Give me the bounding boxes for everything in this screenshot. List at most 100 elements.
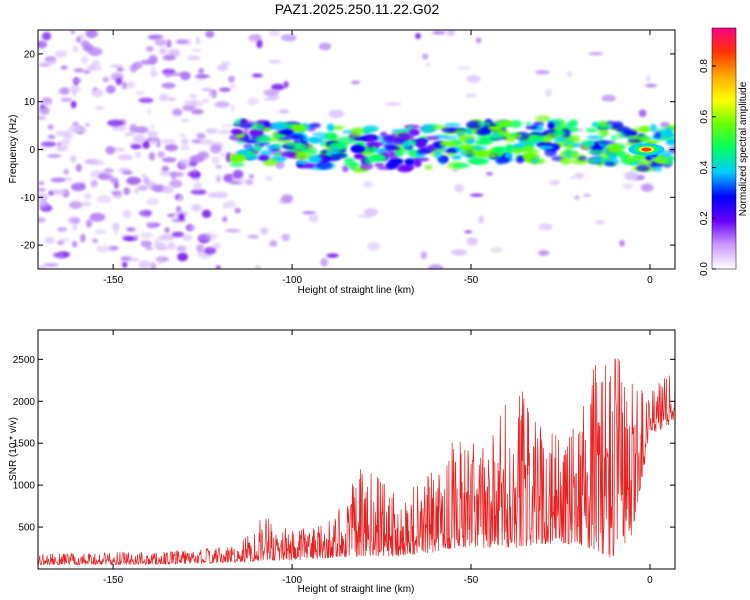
noise-blob — [162, 185, 174, 194]
noise-blob — [126, 258, 140, 262]
noise-blob — [63, 168, 70, 175]
noise-blob — [161, 82, 176, 89]
noise-blob — [59, 87, 70, 95]
noise-blob — [135, 151, 141, 159]
ridge-blob — [637, 160, 653, 167]
y-tick-label: -10 — [21, 193, 36, 204]
noise-blob — [146, 222, 158, 229]
spectrogram-ylabel: Frequency (Hz) — [8, 115, 19, 184]
noise-blob — [145, 197, 160, 206]
noise-blob — [105, 85, 116, 94]
noise-blob — [112, 147, 125, 152]
ridge-blob — [385, 145, 401, 151]
ridge-blob — [553, 118, 565, 126]
noise-blob — [72, 240, 78, 248]
noise-blob — [180, 146, 190, 150]
noise-blob — [148, 152, 155, 161]
ridge-blob — [604, 161, 616, 167]
colorbar-tick-label: 0.4 — [699, 160, 710, 174]
noise-blob — [363, 207, 379, 217]
noise-blob — [184, 99, 195, 107]
noise-blob — [422, 53, 429, 60]
ridge-blob — [488, 153, 498, 159]
noise-blob — [175, 39, 189, 45]
noise-blob — [225, 153, 232, 163]
noise-blob — [356, 214, 373, 218]
noise-blob — [169, 179, 183, 188]
ridge-blob — [577, 156, 588, 161]
noise-blob — [230, 103, 235, 112]
noise-blob — [186, 38, 192, 47]
noise-blob — [72, 77, 81, 84]
noise-blob — [328, 109, 345, 119]
ridge-blob — [397, 132, 411, 140]
noise-blob — [196, 244, 205, 253]
x-tick-label: 0 — [647, 575, 653, 586]
ridge-blob — [471, 146, 488, 151]
noise-blob — [198, 139, 215, 146]
noise-blob — [140, 240, 152, 248]
ridge-blob — [413, 159, 422, 168]
x-tick-label: -150 — [103, 575, 123, 586]
noise-blob — [251, 73, 263, 78]
noise-blob — [154, 239, 159, 243]
colorbar-tick-label: 0.6 — [699, 109, 710, 123]
noise-blob — [464, 230, 473, 234]
noise-blob — [457, 66, 471, 70]
noise-blob — [57, 227, 68, 232]
ridge-blob — [316, 160, 333, 170]
noise-blob — [129, 63, 138, 73]
noise-blob — [225, 200, 237, 209]
noise-blob — [205, 30, 215, 38]
noise-blob — [537, 250, 550, 256]
ridge-blob — [586, 135, 604, 140]
noise-blob — [69, 125, 84, 132]
noise-blob — [83, 69, 91, 74]
noise-blob — [43, 263, 59, 267]
ridge-blob — [566, 144, 575, 149]
noise-blob — [38, 199, 47, 207]
ridge-blob — [350, 132, 362, 138]
noise-blob — [278, 109, 290, 114]
noise-blob — [147, 108, 152, 116]
ridge-blob — [653, 156, 669, 164]
noise-blob — [234, 207, 241, 214]
noise-blob — [268, 30, 281, 37]
noise-blob — [110, 190, 122, 195]
noise-blob — [38, 188, 46, 192]
figure-title: PAZ1.2025.250.11.22.G02 — [275, 1, 440, 17]
ridge-blob — [445, 148, 457, 154]
ridge-blob — [245, 155, 259, 160]
noise-blob — [109, 177, 119, 184]
ridge-blob — [585, 128, 599, 133]
noise-blob — [475, 37, 482, 44]
noise-blob — [60, 139, 71, 146]
ridge-blob — [492, 132, 500, 138]
ridge-blob — [384, 136, 398, 144]
ridge-blob — [229, 162, 245, 167]
ridge-blob — [250, 122, 265, 131]
noise-blob — [57, 240, 64, 246]
noise-blob — [177, 252, 189, 262]
ridge-blob — [401, 164, 415, 171]
noise-blob — [138, 260, 151, 269]
noise-blob — [40, 145, 45, 152]
ridge-blob — [452, 163, 470, 169]
noise-blob — [189, 94, 198, 99]
ridge-blob — [439, 145, 448, 152]
ridge-blob — [258, 155, 270, 161]
noise-blob — [196, 132, 206, 140]
ridge-blob — [559, 156, 572, 165]
noise-blob — [222, 216, 228, 223]
spectrogram-heatmap — [38, 30, 675, 269]
x-tick-label: 0 — [647, 275, 653, 286]
noise-blob — [81, 56, 88, 64]
ridge-blob — [515, 156, 525, 164]
ridge-blob — [302, 137, 318, 142]
noise-blob — [220, 152, 226, 157]
snr-axes: -150 -100 -50 0 500 1000 1500 2000 2500 — [13, 330, 675, 586]
noise-blob — [201, 88, 213, 91]
noise-blob — [263, 89, 280, 97]
ridge-blob — [525, 121, 532, 126]
noise-blob — [60, 65, 68, 70]
